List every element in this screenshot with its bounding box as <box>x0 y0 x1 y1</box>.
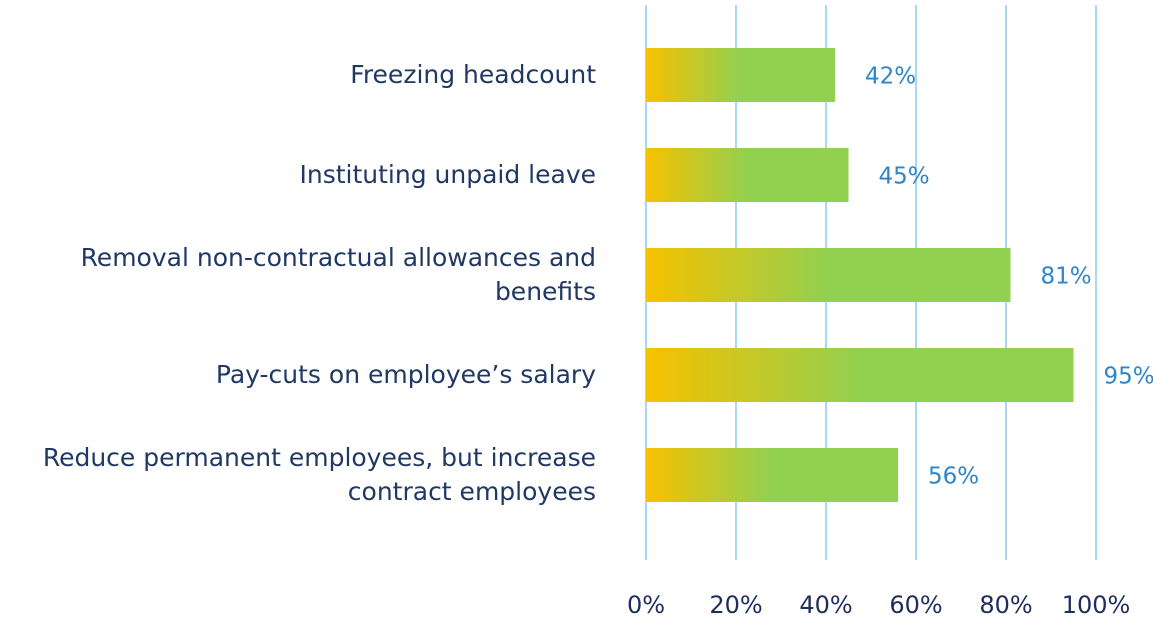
bar <box>646 348 1074 402</box>
x-tick-label: 20% <box>709 591 762 619</box>
category-label: Instituting unpaid leave <box>299 160 596 189</box>
category-label: Pay-cuts on employee’s salary <box>215 360 596 389</box>
category-label: Freezing headcount <box>350 60 596 89</box>
x-tick-label: 60% <box>889 591 942 619</box>
value-label: 56% <box>928 464 979 490</box>
bar <box>646 248 1011 302</box>
value-label: 45% <box>879 164 930 190</box>
bar <box>646 148 849 202</box>
category-label: Removal non-contractual allowances and b… <box>80 243 596 306</box>
x-tick-label: 40% <box>799 591 852 619</box>
value-label: 95% <box>1104 364 1153 390</box>
category-label: Reduce permanent employees, but increase… <box>42 443 596 506</box>
x-tick-label: 80% <box>979 591 1032 619</box>
bar <box>646 448 898 502</box>
x-tick-label: 0% <box>627 591 665 619</box>
bar <box>646 48 835 102</box>
value-label: 42% <box>865 64 916 90</box>
value-label: 81% <box>1041 264 1092 290</box>
x-tick-label: 100% <box>1062 591 1131 619</box>
